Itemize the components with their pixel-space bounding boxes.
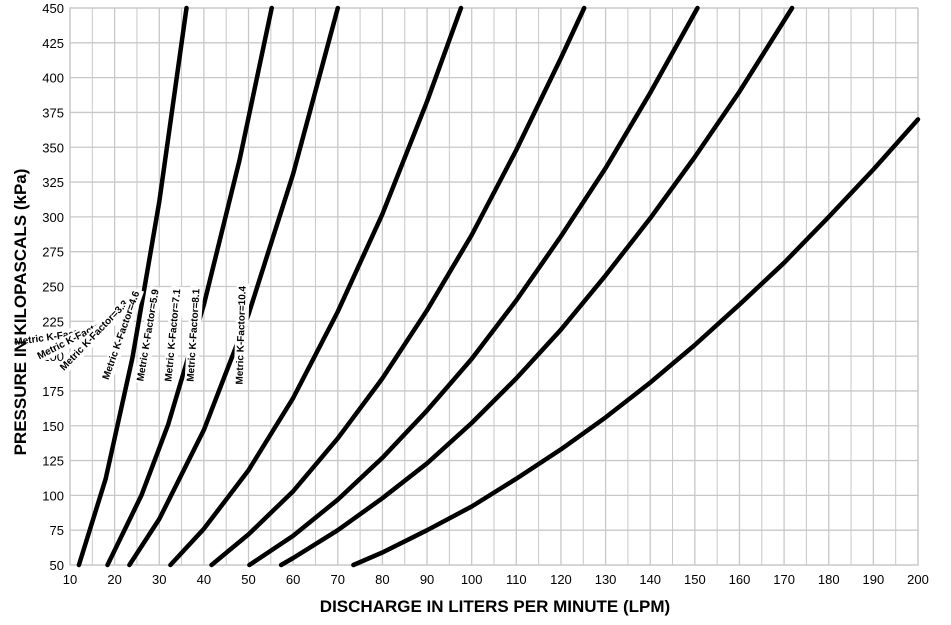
y-tick-label: 400 bbox=[42, 71, 64, 86]
y-tick-label: 150 bbox=[42, 419, 64, 434]
series-line bbox=[168, 5, 464, 568]
series-label: Metric K-Factor=10.4 bbox=[235, 285, 249, 384]
x-tick-label: 160 bbox=[729, 572, 751, 587]
y-tick-label: 450 bbox=[42, 1, 64, 16]
y-tick-label: 100 bbox=[42, 488, 64, 503]
y-tick-label: 325 bbox=[42, 175, 64, 190]
series-line bbox=[127, 5, 341, 568]
plot-border bbox=[69, 7, 919, 566]
y-tick-label: 300 bbox=[42, 210, 64, 225]
y-tick-label: 350 bbox=[42, 140, 64, 155]
x-axis-title: DISCHARGE IN LITERS PER MINUTE (LPM) bbox=[320, 597, 670, 616]
x-tick-label: 170 bbox=[773, 572, 795, 587]
y-tick-label: 375 bbox=[42, 105, 64, 120]
x-tick-label: 10 bbox=[63, 572, 77, 587]
x-tick-label: 110 bbox=[506, 572, 527, 587]
x-tick-label: 30 bbox=[152, 572, 166, 587]
x-tick-label: 120 bbox=[550, 572, 572, 587]
x-tick-label: 20 bbox=[107, 572, 121, 587]
x-tick-label: 100 bbox=[461, 572, 483, 587]
series-line bbox=[278, 5, 795, 568]
x-tick-label: 130 bbox=[595, 572, 617, 587]
grid bbox=[69, 7, 919, 566]
x-tick-label: 90 bbox=[420, 572, 434, 587]
x-tick-label: 200 bbox=[907, 572, 929, 587]
series-line bbox=[209, 5, 587, 568]
x-tick-label: 50 bbox=[241, 572, 255, 587]
series-label-background bbox=[133, 285, 164, 385]
series-line bbox=[351, 117, 921, 568]
y-tick-label: 275 bbox=[42, 245, 64, 260]
y-tick-label: 75 bbox=[50, 523, 64, 538]
y-axis-title: PRESSURE IN KILOPASCALS (kPa) bbox=[11, 169, 30, 456]
x-axis-ticks: 10 20 30 40 50 60 70 80 90 100 110 120 130 140 150 160 1… bbox=[63, 572, 929, 587]
series-10.4: Metric K-Factor=10.4 bbox=[233, 117, 921, 568]
x-tick-label: 80 bbox=[375, 572, 389, 587]
y-tick-label: 50 bbox=[50, 558, 64, 573]
series-label-background bbox=[162, 285, 185, 385]
y-tick-label: 225 bbox=[42, 314, 64, 329]
x-tick-label: 140 bbox=[639, 572, 661, 587]
x-tick-label: 60 bbox=[286, 572, 300, 587]
x-tick-label: 150 bbox=[684, 572, 706, 587]
x-tick-label: 40 bbox=[197, 572, 211, 587]
x-tick-label: 70 bbox=[331, 572, 345, 587]
series-line bbox=[76, 5, 189, 568]
series-label: Metric K-Factor=7.1 bbox=[163, 288, 183, 382]
series-8.1: Metric K-Factor=8.1 bbox=[184, 5, 795, 568]
series-line bbox=[247, 5, 700, 568]
y-tick-label: 125 bbox=[42, 454, 64, 469]
x-tick-label: 180 bbox=[818, 572, 840, 587]
y-tick-label: 175 bbox=[42, 384, 64, 399]
y-tick-label: 425 bbox=[42, 36, 64, 51]
series-label-background bbox=[233, 283, 250, 387]
x-tick-label: 190 bbox=[863, 572, 885, 587]
y-tick-label: 250 bbox=[42, 280, 64, 295]
series-label-background bbox=[56, 296, 134, 376]
y-axis-ticks: 5075100125150175200225250275300325350375… bbox=[42, 1, 64, 573]
series-label-background bbox=[184, 285, 204, 385]
series-label-background bbox=[99, 287, 145, 384]
